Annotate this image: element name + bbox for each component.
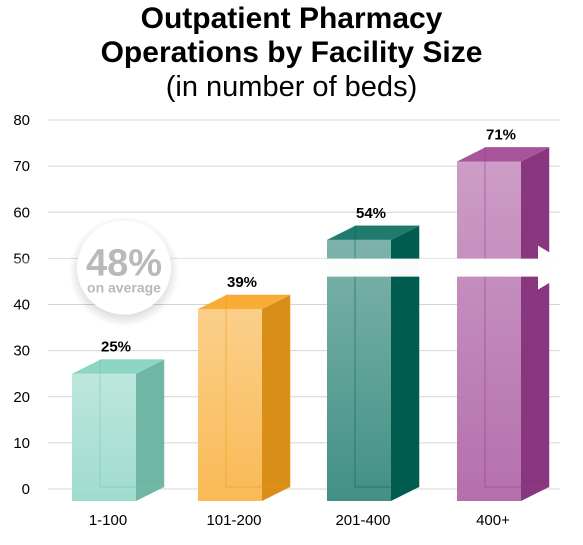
y-tick-label: 60: [13, 204, 30, 221]
chart-title-line-2: Operations by Facility Size: [100, 36, 483, 69]
bar-side: [136, 359, 164, 501]
bars: [72, 147, 550, 502]
chart-title-line-1: Outpatient Pharmacy: [140, 2, 443, 35]
bar-side: [262, 295, 290, 501]
data-label: 25%: [101, 339, 131, 356]
y-tick-label: 80: [13, 112, 30, 129]
bar-top: [457, 147, 549, 162]
average-indicator: 48%on average: [10, 216, 575, 327]
average-arrow: [10, 245, 575, 290]
bar-sheen: [457, 161, 521, 501]
bar-sheen: [198, 309, 262, 501]
x-category-label: 201-400: [335, 512, 390, 529]
y-tick-label: 40: [13, 297, 30, 314]
data-label: 71%: [486, 127, 516, 144]
bar-400+: [457, 147, 550, 501]
x-category-label: 400+: [476, 512, 510, 529]
bar-sheen: [327, 239, 391, 502]
bar-back-edge: [225, 294, 291, 488]
y-tick-label: 70: [13, 158, 30, 175]
data-label: 54%: [356, 205, 386, 222]
bar-top: [198, 295, 290, 310]
bar-side: [521, 147, 549, 501]
y-tick-label: 20: [13, 389, 30, 406]
bar-top: [72, 359, 164, 374]
bar-201-400: [327, 225, 420, 502]
bar-top: [327, 225, 419, 240]
y-tick-label: 30: [13, 343, 30, 360]
chart-subtitle: (in number of beds): [165, 71, 418, 103]
bar-back-edge: [99, 359, 165, 488]
y-tick-label: 10: [13, 435, 30, 452]
bar-1-100: [72, 359, 165, 501]
y-axis-ticks: 01020304050607080: [13, 112, 30, 498]
x-category-label: 101-200: [206, 512, 261, 529]
bar-side: [391, 225, 419, 502]
bar-back-edge: [484, 147, 550, 488]
bar-sheen: [72, 373, 136, 501]
bar-back-edge: [354, 225, 420, 488]
bar-101-200: [198, 294, 291, 501]
average-caption: on average: [87, 280, 161, 296]
average-value: 48%: [86, 243, 162, 285]
x-category-label: 1-100: [89, 512, 127, 529]
average-badge: [77, 220, 171, 315]
y-tick-label: 0: [22, 481, 30, 498]
labels: 25% 1-100 39% 101-200 54% 201-400 71% 400+: [89, 127, 516, 529]
data-label: 39%: [227, 274, 257, 291]
